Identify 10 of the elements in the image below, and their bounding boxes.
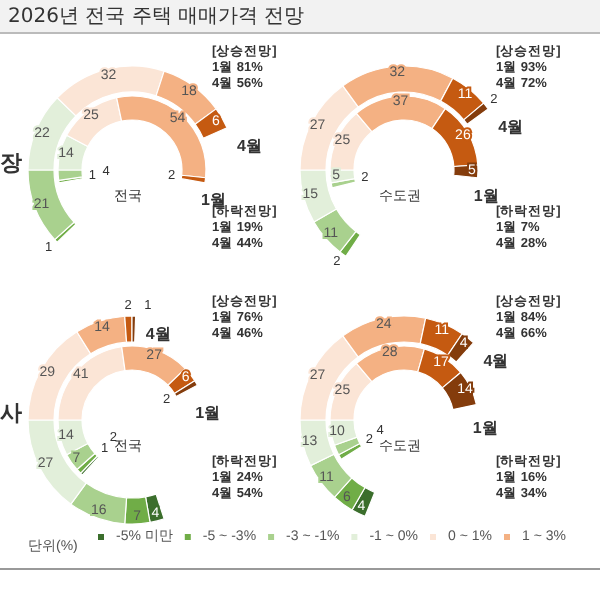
slice-label: 1월 xyxy=(472,418,498,437)
text: 사 xyxy=(0,402,22,426)
slice-label: 4월 xyxy=(483,351,509,370)
slice-label: 4월 xyxy=(237,136,262,155)
chart-subtitle: 2026년 전국 주택 매매가격 전망 xyxy=(0,0,600,34)
slice-label: 1월 xyxy=(473,187,499,206)
text: 장 xyxy=(0,152,22,176)
slice-label: 4월 xyxy=(498,117,524,136)
slice-label: 4월 xyxy=(145,325,171,344)
slice-label: 1월 xyxy=(195,403,221,422)
